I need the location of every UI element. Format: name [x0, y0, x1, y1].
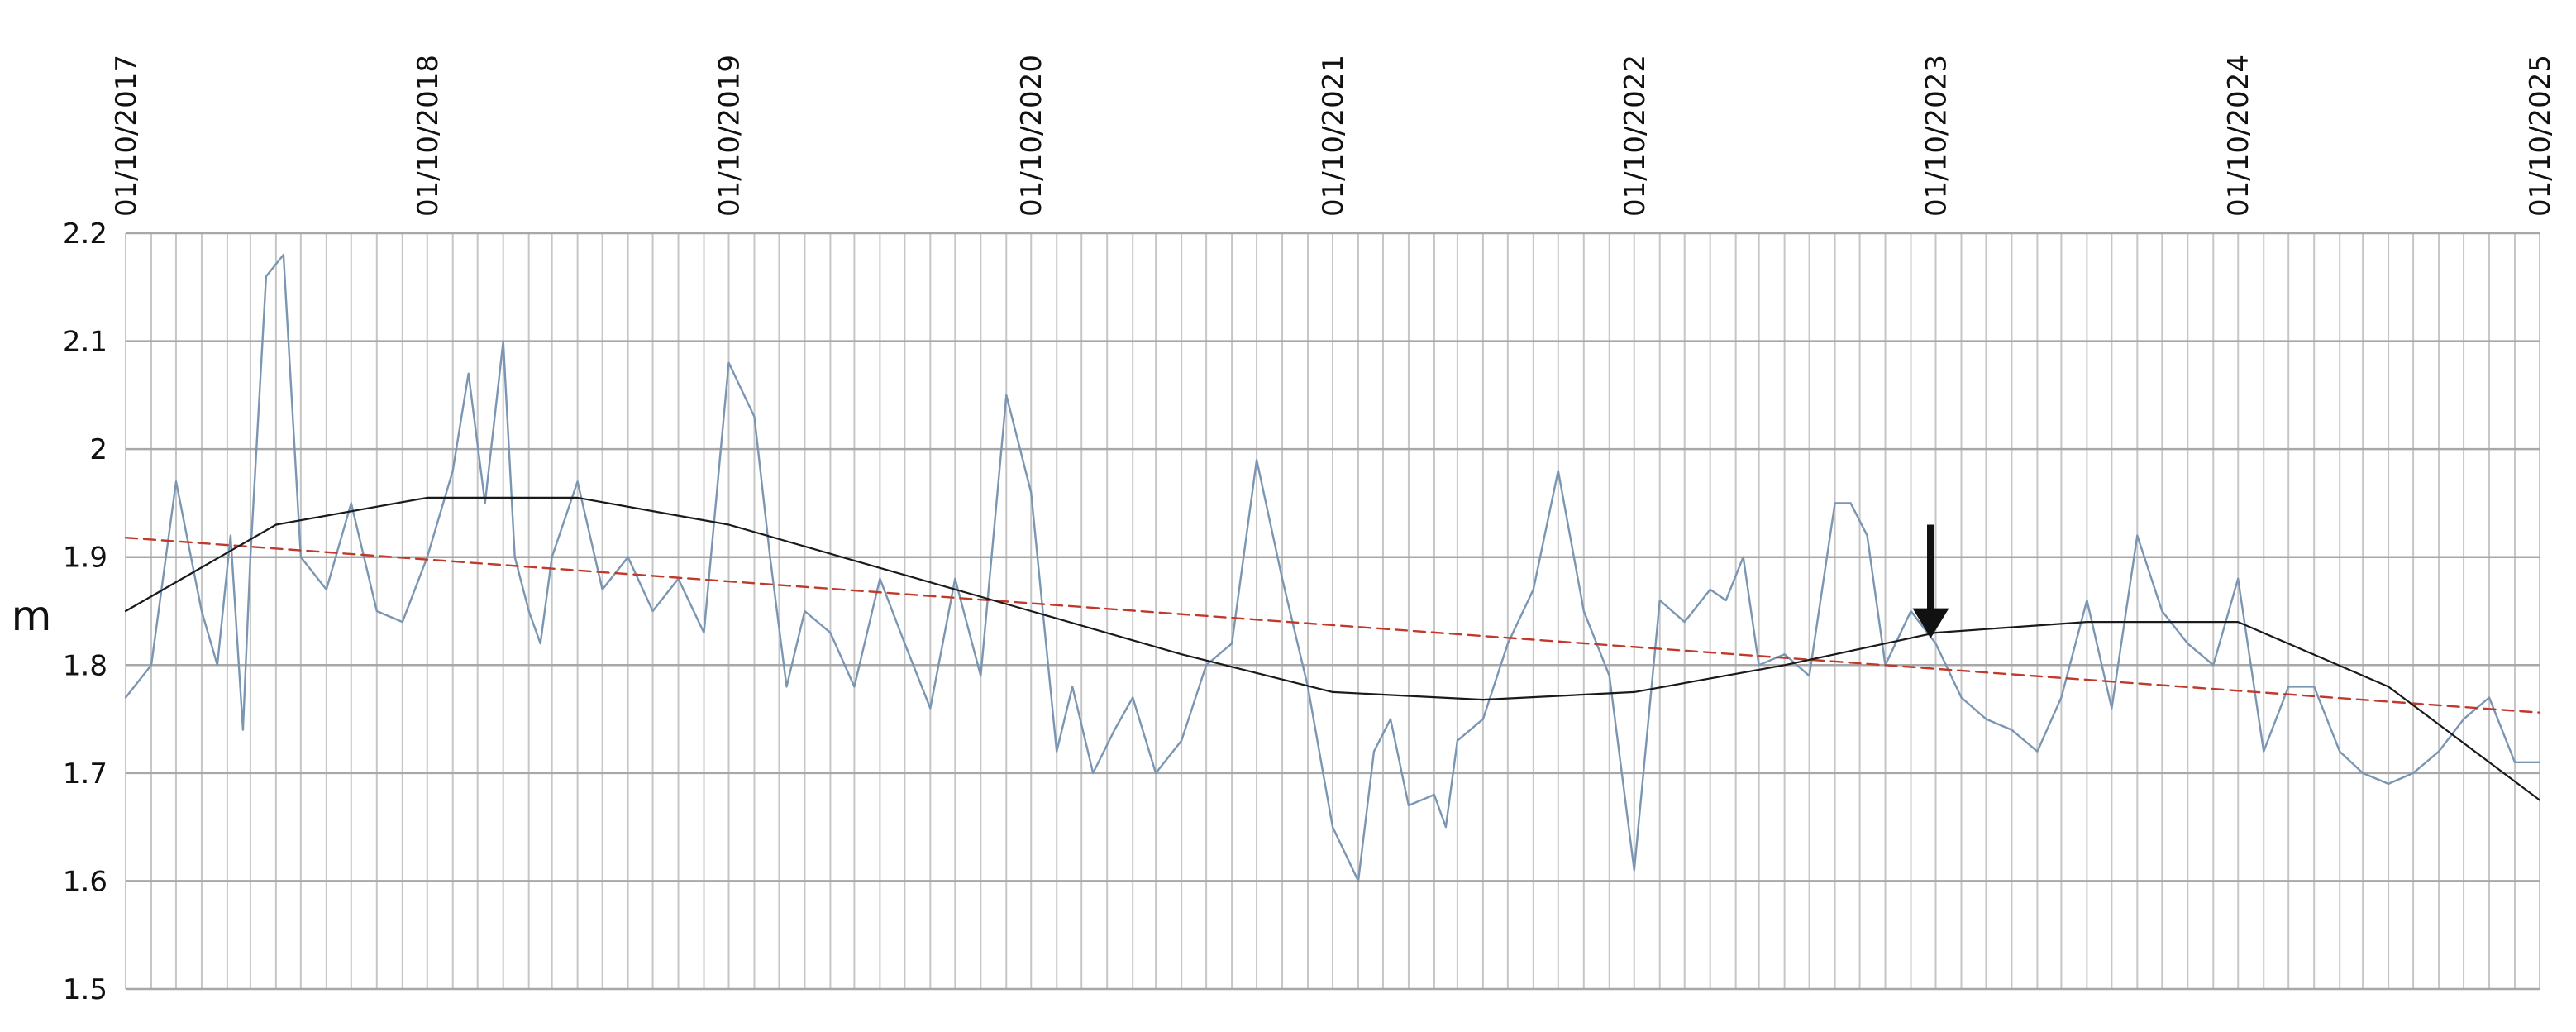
polynomial-trend-line — [124, 496, 2541, 801]
y-axis-title: m — [12, 592, 52, 640]
x-tick-label: 01/10/2021 — [1317, 55, 1350, 217]
y-tick-label: 1.9 — [63, 542, 107, 575]
x-tick-label: 01/10/2019 — [713, 55, 747, 217]
y-tick-label: 2.2 — [63, 217, 107, 251]
linear-trend-line — [124, 537, 2541, 714]
x-tick-label: 01/10/2023 — [1920, 55, 1953, 217]
x-tick-label: 01/10/2020 — [1015, 55, 1048, 217]
y-tick-label: 2 — [89, 433, 107, 466]
y-tick-label: 1.8 — [63, 649, 107, 682]
y-tick-label: 1.7 — [63, 757, 107, 791]
x-tick-label: 01/10/2022 — [1619, 55, 1652, 217]
x-tick-label: 01/10/2024 — [2222, 55, 2255, 217]
x-tick-label: 01/10/2025 — [2524, 55, 2557, 217]
y-tick-label: 2.1 — [63, 326, 107, 359]
x-tick-label: 01/10/2017 — [110, 55, 143, 217]
series-layer — [124, 253, 2541, 882]
x-tick-label: 01/10/2018 — [412, 55, 445, 217]
arrow-head — [1912, 608, 1949, 638]
y-tick-label: 1.5 — [63, 973, 107, 1006]
grid — [125, 232, 2540, 991]
y-tick-label: 1.6 — [63, 865, 107, 898]
raw-series-line — [124, 253, 2541, 882]
annotation-layer — [1912, 524, 1949, 638]
axes: 2.2 2.1 2 1.9 1.8 1.7 1.6 1.5 01/10/2017 01/10/20… — [63, 55, 2557, 1006]
